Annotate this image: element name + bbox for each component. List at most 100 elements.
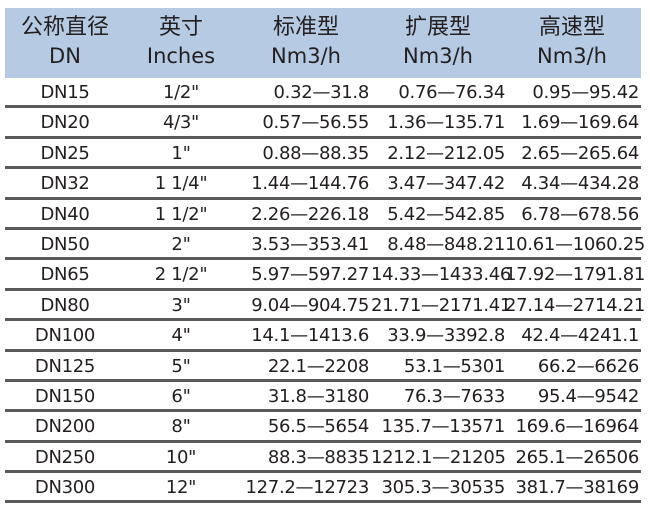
table-row: DN250 10" 88.3—8835 1212.1—21205 265.1—26506 xyxy=(5,443,641,474)
cell-extended: 5.42—542.85 xyxy=(387,203,505,225)
table-body: DN15 1/2" 0.32—31.8 0.76—76.34 0.95—95.42 DN2… xyxy=(5,78,646,504)
table-row: DN15 1/2" 0.32—31.8 0.76—76.34 0.95—95.42 xyxy=(5,78,641,109)
cell-standard: 56.5—5654 xyxy=(267,416,369,438)
cell-standard: 31.8—3180 xyxy=(267,385,369,407)
cell-standard: 0.32—31.8 xyxy=(273,82,370,103)
cell-dn: DN15 xyxy=(40,82,90,103)
cell-standard: 88.3—8835 xyxy=(267,446,369,468)
cell-extended: 8.48—848.21 xyxy=(387,233,505,255)
table-row: DN65 2 1/2" 5.97—597.27 14.33—1433.46 17.92—… xyxy=(5,260,646,291)
cell-dn: DN65 xyxy=(40,264,90,286)
cell-extended: 1212.1—21205 xyxy=(371,446,506,468)
cell-dn: DN200 xyxy=(34,416,96,438)
cell-inches: 1 1/2" xyxy=(154,203,208,225)
header-standard: 标准型 Nm3/h xyxy=(239,14,373,70)
header-extended: 扩展型 Nm3/h xyxy=(371,14,505,70)
cell-high-speed: 10.61—1060.25 xyxy=(505,233,646,255)
cell-extended: 53.1—5301 xyxy=(403,355,505,377)
header-title: 公称直径 xyxy=(20,15,109,40)
cell-dn: DN300 xyxy=(34,477,96,499)
table-row: DN300 12" 127.2—12723 305.3—30535 381.7—3816… xyxy=(5,473,641,504)
table-row: DN20 4/3" 0.57—56.55 1.36—135.71 1.69—169.64 xyxy=(5,108,641,139)
table-row: DN50 2" 3.53—353.41 8.48—848.21 10.61—1060.2… xyxy=(5,230,646,261)
cell-extended: 305.3—30535 xyxy=(381,477,506,499)
cell-inches: 4" xyxy=(171,325,191,347)
cell-dn: DN50 xyxy=(40,233,90,255)
cell-extended: 33.9—3392.8 xyxy=(387,325,505,347)
header-title: 扩展型 xyxy=(404,15,471,40)
cell-inches: 3" xyxy=(171,294,191,316)
cell-high-speed: 0.95—95.42 xyxy=(532,82,639,103)
table-row: DN125 5" 22.1—2208 53.1—5301 66.2—6626 xyxy=(5,352,641,382)
cell-high-speed: 6.78—678.56 xyxy=(521,203,639,225)
header-title: 英寸 xyxy=(158,15,203,40)
table-row: DN32 1 1/4" 1.44—144.76 3.47—347.42 4.34—434… xyxy=(5,169,641,200)
cell-standard: 22.1—2208 xyxy=(267,355,369,377)
cell-high-speed: 27.14—2714.21 xyxy=(505,294,646,316)
cell-high-speed: 169.6—16964 xyxy=(515,416,640,438)
header-title: 高速型 xyxy=(538,15,605,40)
cell-inches: 1" xyxy=(171,142,191,164)
table-row: DN40 1 1/2" 2.26—226.18 5.42—542.85 6.78—678… xyxy=(5,200,641,230)
cell-standard: 2.26—226.18 xyxy=(251,203,369,225)
cell-inches: 12" xyxy=(165,477,197,499)
cell-extended: 2.12—212.05 xyxy=(387,142,505,164)
cell-dn: DN80 xyxy=(40,294,90,316)
header-inches: 英寸 Inches xyxy=(125,14,237,70)
cell-extended: 135.7—13571 xyxy=(381,416,506,438)
cell-inches: 8" xyxy=(171,416,191,438)
cell-inches: 2 1/2" xyxy=(154,264,208,286)
flow-range-table: 公称直径 DN 英寸 Inches 标准型 Nm3/h 扩展型 Nm3/h 高速型 Nm3… xyxy=(5,8,646,504)
cell-high-speed: 381.7—38169 xyxy=(515,477,640,499)
cell-extended: 1.36—135.71 xyxy=(387,112,505,134)
header-sub: DN xyxy=(49,44,81,68)
cell-inches: 1/2" xyxy=(162,82,200,103)
table-row: DN80 3" 9.04—904.75 21.71—2171.41 27.14—2714… xyxy=(5,291,646,322)
header-high-speed: 高速型 Nm3/h xyxy=(505,14,639,70)
table-row: DN200 8" 56.5—5654 135.7—13571 169.6—16964 xyxy=(5,412,641,443)
cell-standard: 14.1—1413.6 xyxy=(251,325,369,347)
cell-inches: 2" xyxy=(171,233,191,255)
header-title: 标准型 xyxy=(272,15,339,40)
cell-standard: 0.88—88.35 xyxy=(262,142,369,164)
cell-dn: DN25 xyxy=(40,142,90,164)
table-row: DN25 1" 0.88—88.35 2.12—212.05 2.65—265.64 xyxy=(5,139,641,170)
cell-high-speed: 42.4—4241.1 xyxy=(521,325,639,347)
cell-dn: DN150 xyxy=(34,385,96,407)
table-row: DN100 4" 14.1—1413.6 33.9—3392.8 42.4—4241.1 xyxy=(5,321,641,352)
cell-standard: 5.97—597.27 xyxy=(251,264,369,286)
cell-high-speed: 2.65—265.64 xyxy=(521,142,639,164)
cell-dn: DN250 xyxy=(34,446,96,468)
cell-dn: DN125 xyxy=(34,355,96,377)
table-row: DN150 6" 31.8—3180 76.3—7633 95.4—9542 xyxy=(5,382,641,413)
cell-high-speed: 66.2—6626 xyxy=(537,355,639,377)
cell-high-speed: 4.34—434.28 xyxy=(521,173,639,195)
header-sub: Inches xyxy=(146,44,216,68)
cell-standard: 3.53—353.41 xyxy=(251,233,369,255)
cell-extended: 14.33—1433.46 xyxy=(371,264,512,286)
table-header: 公称直径 DN 英寸 Inches 标准型 Nm3/h 扩展型 Nm3/h 高速型 Nm3… xyxy=(5,8,641,78)
cell-dn: DN40 xyxy=(40,203,90,225)
cell-inches: 10" xyxy=(165,446,197,468)
header-sub: Nm3/h xyxy=(403,44,473,68)
cell-extended: 3.47—347.42 xyxy=(387,173,505,195)
cell-high-speed: 17.92—1791.81 xyxy=(505,264,646,286)
cell-standard: 127.2—12723 xyxy=(245,477,370,499)
header-sub: Nm3/h xyxy=(271,44,341,68)
cell-standard: 1.44—144.76 xyxy=(251,173,369,195)
cell-high-speed: 1.69—169.64 xyxy=(521,112,639,134)
cell-high-speed: 265.1—26506 xyxy=(515,446,640,468)
cell-extended: 0.76—76.34 xyxy=(398,82,505,103)
cell-inches: 4/3" xyxy=(162,112,200,134)
cell-dn: DN100 xyxy=(34,325,96,347)
cell-dn: DN32 xyxy=(40,173,90,195)
cell-inches: 6" xyxy=(171,385,191,407)
cell-standard: 0.57—56.55 xyxy=(262,112,369,134)
header-dn: 公称直径 DN xyxy=(5,14,125,70)
cell-dn: DN20 xyxy=(40,112,90,134)
cell-high-speed: 95.4—9542 xyxy=(537,385,639,407)
header-sub: Nm3/h xyxy=(537,44,607,68)
cell-standard: 9.04—904.75 xyxy=(251,294,369,316)
cell-extended: 76.3—7633 xyxy=(403,385,505,407)
cell-extended: 21.71—2171.41 xyxy=(371,294,512,316)
